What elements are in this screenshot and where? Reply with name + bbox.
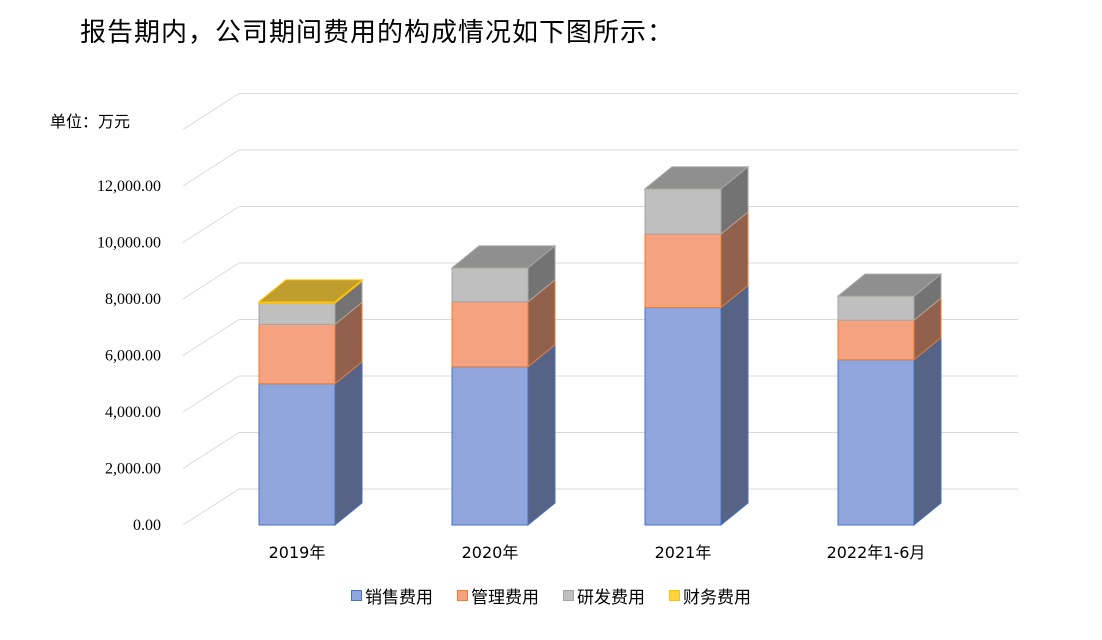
bar-segment (644, 233, 722, 308)
x-category-label: 2022年1-6月 (827, 543, 926, 562)
bar-segment-side (527, 343, 556, 527)
bar-top-face (450, 245, 557, 269)
bar-segment (451, 366, 529, 526)
legend-item: 销售费用 (351, 583, 433, 608)
legend-label: 销售费用 (365, 588, 433, 608)
y-tick-label: 4,000.00 (105, 404, 161, 421)
bar-segment-side (334, 360, 363, 527)
chart-legend: 销售费用 管理费用 研发费用 财务费用 (0, 583, 1102, 608)
legend-label: 研发费用 (577, 588, 645, 608)
legend-label: 财务费用 (683, 588, 751, 608)
x-category-label: 2019年 (269, 543, 326, 562)
legend-swatch (669, 590, 680, 601)
bar-segment-side (913, 336, 942, 527)
gridline-diagonal (182, 93, 240, 130)
gridline-diagonal (182, 206, 240, 243)
bar-segment (451, 267, 529, 303)
bar-segment (258, 383, 336, 526)
gridline-diagonal (182, 375, 240, 413)
gridline-diagonal (182, 149, 240, 187)
legend-swatch (563, 590, 574, 601)
y-tick-label: 6,000.00 (105, 348, 161, 365)
legend-swatch (351, 590, 362, 601)
gridline-diagonal (182, 262, 240, 300)
y-tick-label: 8,000.00 (105, 291, 161, 308)
legend-item: 管理费用 (457, 583, 539, 608)
bar-segment (644, 188, 722, 235)
legend-label: 管理费用 (471, 588, 539, 608)
legend-item: 研发费用 (563, 583, 645, 608)
bar-top-face (257, 279, 364, 303)
y-tick-label: 10,000.00 (97, 235, 161, 252)
gridline-diagonal (182, 432, 240, 469)
bar-segment (644, 306, 722, 526)
bar-segment (258, 302, 336, 325)
y-tick-label: 0.00 (133, 517, 161, 534)
page-heading: 报告期内，公司期间费用的构成情况如下图所示： (80, 18, 675, 48)
legend-item: 财务费用 (669, 583, 751, 608)
gridline-diagonal (182, 488, 240, 526)
bar-top-face (643, 166, 750, 190)
y-tick-label: 2,000.00 (105, 461, 161, 478)
gridline-diagonal (182, 319, 240, 356)
x-category-label: 2020年 (462, 543, 519, 562)
bar-segment (837, 295, 915, 321)
bar-segment (837, 319, 915, 361)
x-category-label: 2021年 (655, 543, 712, 562)
bar-top-face (836, 273, 943, 297)
legend-swatch (457, 590, 468, 601)
y-tick-label: 12,000.00 (97, 178, 161, 195)
bar-segment (451, 301, 529, 368)
unit-label: 单位：万元 (50, 112, 131, 131)
bar-segment (258, 323, 336, 385)
bar-segment (837, 359, 915, 526)
bar-segment-side (720, 284, 749, 527)
